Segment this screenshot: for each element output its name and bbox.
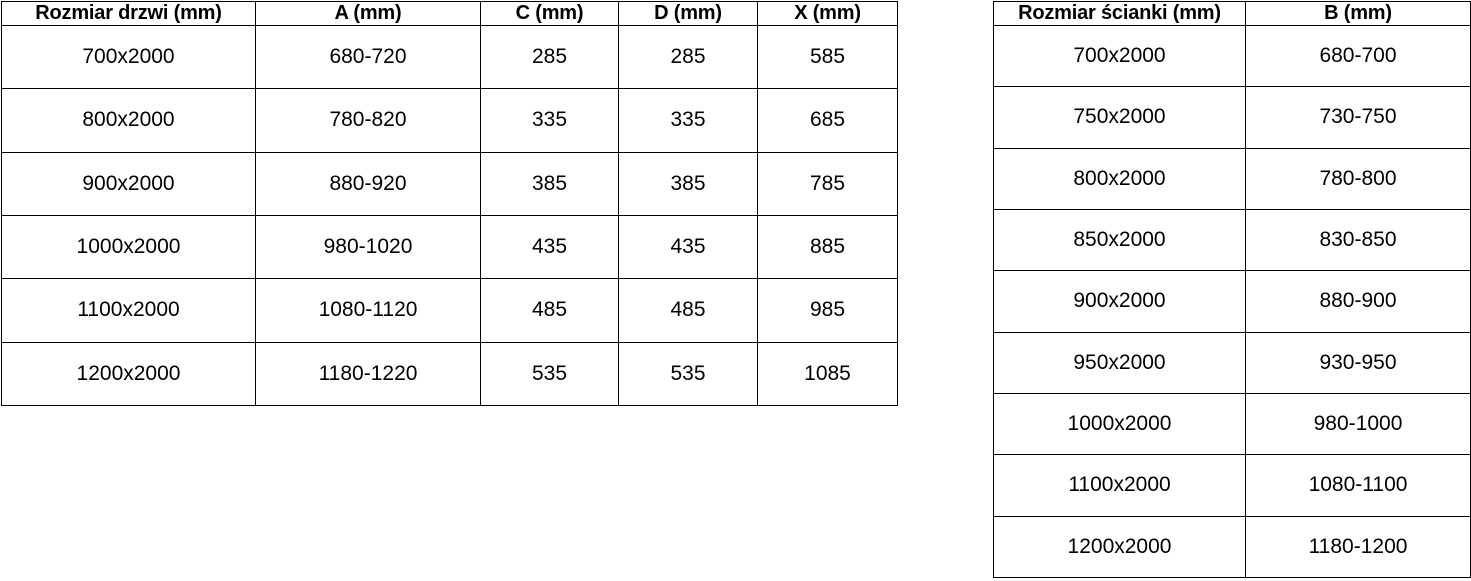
cell-door-size: 700x2000: [1, 24, 256, 90]
table-row: 1200x2000 1180-1220 535 535 1085: [1, 341, 898, 407]
table-row: 950x2000 930-950: [993, 331, 1471, 394]
cell-d: 535: [618, 341, 758, 407]
cell-c: 385: [480, 151, 619, 216]
cell-wall-size: 1200x2000: [993, 515, 1246, 579]
door-dimensions-table: Rozmiar drzwi (mm) A (mm) C (mm) D (mm) …: [1, 1, 898, 407]
table-row: 700x2000 680-720 285 285 585: [1, 24, 898, 90]
wall-table-body: 700x2000 680-700 750x2000 730-750 800x20…: [993, 24, 1471, 579]
cell-wall-size: 800x2000: [993, 147, 1246, 210]
table-row: 900x2000 880-920 385 385 785: [1, 151, 898, 216]
cell-wall-size: 1100x2000: [993, 454, 1246, 517]
cell-b: 930-950: [1245, 331, 1471, 394]
cell-x: 1085: [757, 341, 898, 407]
cell-c: 285: [480, 24, 619, 90]
cell-wall-size: 1000x2000: [993, 392, 1246, 456]
cell-wall-size: 900x2000: [993, 270, 1246, 333]
cell-c: 485: [480, 278, 619, 343]
door-table-body: 700x2000 680-720 285 285 585 800x2000 78…: [1, 24, 898, 407]
wall-dimensions-table: Rozmiar ścianki (mm) B (mm) 700x2000 680…: [993, 1, 1471, 579]
cell-wall-size: 750x2000: [993, 86, 1246, 149]
door-table-header: Rozmiar drzwi (mm) A (mm) C (mm) D (mm) …: [1, 1, 898, 26]
cell-b: 680-700: [1245, 24, 1471, 88]
table-row: 1100x2000 1080-1100: [993, 454, 1471, 517]
table-header-row: Rozmiar drzwi (mm) A (mm) C (mm) D (mm) …: [1, 1, 898, 26]
cell-a: 1180-1220: [255, 341, 481, 407]
cell-d: 285: [618, 24, 758, 90]
cell-door-size: 1100x2000: [1, 278, 256, 343]
cell-b: 730-750: [1245, 86, 1471, 149]
table-row: 900x2000 880-900: [993, 270, 1471, 333]
cell-x: 985: [757, 278, 898, 343]
cell-b: 830-850: [1245, 208, 1471, 272]
cell-wall-size: 850x2000: [993, 208, 1246, 272]
cell-a: 1080-1120: [255, 278, 481, 343]
table-row: 850x2000 830-850: [993, 208, 1471, 272]
cell-d: 435: [618, 214, 758, 280]
table-row: 1100x2000 1080-1120 485 485 985: [1, 278, 898, 343]
cell-a: 880-920: [255, 151, 481, 216]
wall-dimensions-table-container: Rozmiar ścianki (mm) B (mm) 700x2000 680…: [993, 1, 1471, 579]
table-row: 800x2000 780-820 335 335 685: [1, 88, 898, 153]
cell-d: 335: [618, 88, 758, 153]
cell-d: 385: [618, 151, 758, 216]
column-header-b: B (mm): [1245, 1, 1471, 26]
table-row: 750x2000 730-750: [993, 86, 1471, 149]
cell-b: 1080-1100: [1245, 454, 1471, 517]
column-header-x: X (mm): [757, 1, 898, 26]
cell-x: 885: [757, 214, 898, 280]
column-header-door-size: Rozmiar drzwi (mm): [1, 1, 256, 26]
cell-b: 980-1000: [1245, 392, 1471, 456]
cell-a: 680-720: [255, 24, 481, 90]
table-row: 1200x2000 1180-1200: [993, 515, 1471, 579]
cell-a: 980-1020: [255, 214, 481, 280]
cell-x: 585: [757, 24, 898, 90]
cell-x: 685: [757, 88, 898, 153]
cell-c: 435: [480, 214, 619, 280]
table-row: 700x2000 680-700: [993, 24, 1471, 88]
column-header-wall-size: Rozmiar ścianki (mm): [993, 1, 1246, 26]
cell-x: 785: [757, 151, 898, 216]
cell-b: 1180-1200: [1245, 515, 1471, 579]
cell-wall-size: 700x2000: [993, 24, 1246, 88]
cell-b: 780-800: [1245, 147, 1471, 210]
cell-c: 335: [480, 88, 619, 153]
cell-d: 485: [618, 278, 758, 343]
cell-a: 780-820: [255, 88, 481, 153]
column-header-c: C (mm): [480, 1, 619, 26]
door-dimensions-table-container: Rozmiar drzwi (mm) A (mm) C (mm) D (mm) …: [1, 1, 898, 407]
table-row: 1000x2000 980-1000: [993, 392, 1471, 456]
cell-door-size: 900x2000: [1, 151, 256, 216]
table-header-row: Rozmiar ścianki (mm) B (mm): [993, 1, 1471, 26]
table-row: 1000x2000 980-1020 435 435 885: [1, 214, 898, 280]
cell-door-size: 1200x2000: [1, 341, 256, 407]
cell-door-size: 800x2000: [1, 88, 256, 153]
table-row: 800x2000 780-800: [993, 147, 1471, 210]
cell-c: 535: [480, 341, 619, 407]
column-header-d: D (mm): [618, 1, 758, 26]
wall-table-header: Rozmiar ścianki (mm) B (mm): [993, 1, 1471, 26]
cell-wall-size: 950x2000: [993, 331, 1246, 394]
cell-b: 880-900: [1245, 270, 1471, 333]
cell-door-size: 1000x2000: [1, 214, 256, 280]
column-header-a: A (mm): [255, 1, 481, 26]
